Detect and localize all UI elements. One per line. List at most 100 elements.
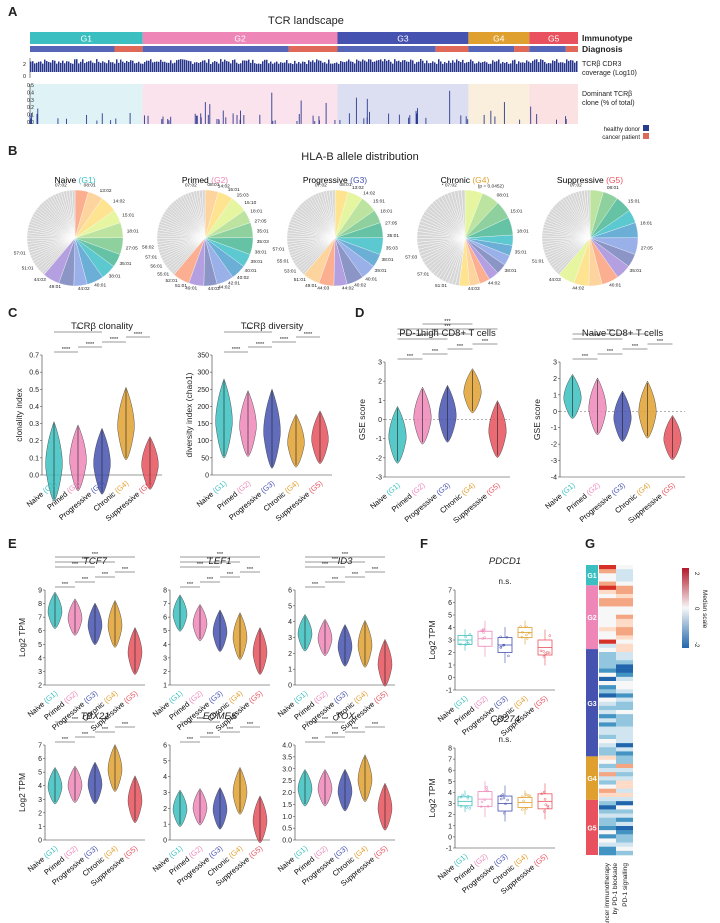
pie-label: * 07:02 — [442, 183, 458, 189]
data-point — [482, 628, 485, 631]
heatmap-cell — [599, 705, 616, 711]
sig-label: *** — [322, 562, 329, 568]
pie-slice-other — [71, 189, 76, 239]
coverage-bar — [130, 60, 132, 72]
heatmap-cell — [599, 652, 616, 657]
plot-title: ID3 — [338, 556, 354, 567]
coverage-bar — [496, 61, 498, 72]
tick-label: 0 — [163, 838, 167, 845]
coverage-bar — [264, 59, 266, 72]
coverage-bar — [294, 60, 296, 72]
tick-label: 0.5 — [29, 387, 39, 394]
coverage-bar — [122, 61, 124, 72]
coverage-bar — [360, 61, 362, 72]
tick-label: 0.0 — [29, 473, 39, 480]
coverage-bar — [552, 60, 554, 72]
heatmap-cell — [599, 668, 616, 674]
coverage-bar — [358, 60, 360, 72]
coverage-bar — [100, 62, 102, 72]
coverage-bar — [428, 63, 430, 72]
tick-label: 1 — [553, 392, 557, 399]
heatmap-cell — [616, 606, 633, 611]
coverage-bar — [192, 63, 194, 72]
coverage-bar — [462, 59, 464, 72]
pie-label: 13:02 — [100, 188, 112, 194]
coverage-bar — [262, 61, 264, 72]
tick-label: 1 — [448, 663, 452, 670]
coverage-bar — [266, 59, 268, 72]
heatmap-cell — [616, 598, 633, 603]
coverage-bar — [198, 62, 200, 72]
heatmap-cell — [599, 826, 616, 831]
heatmap-cell — [599, 697, 616, 703]
heatmap-cell — [599, 610, 616, 616]
sig-label: *** — [82, 557, 89, 563]
y-label: Log2 TPM — [427, 620, 437, 659]
heatmap-cell — [599, 701, 616, 707]
plot-title: Naive CD8+ T cells — [582, 328, 663, 339]
pie-label: 38:01 — [505, 268, 517, 274]
coverage-bar — [148, 60, 150, 72]
pie-slice-other — [331, 189, 336, 239]
heatmap-cell — [599, 714, 616, 719]
sig-label: *** — [82, 577, 89, 583]
data-point — [503, 811, 506, 815]
coverage-bar — [448, 60, 450, 72]
coverage-bar — [86, 61, 88, 72]
coverage-bar — [380, 59, 382, 72]
pie-label: 15:01 — [228, 187, 240, 193]
coverage-bar — [134, 63, 136, 72]
coverage-bar — [340, 60, 342, 72]
coverage-bar — [176, 60, 178, 72]
tick-label: 0.0 — [282, 838, 292, 845]
data-point — [466, 794, 470, 798]
heatmap-cell — [599, 797, 616, 802]
heatmap-cell — [616, 821, 633, 827]
plot-title: TCRβ diversity — [241, 321, 304, 332]
data-point — [525, 633, 528, 637]
pie-label: 44:03 — [468, 286, 480, 292]
sig-label: *** — [312, 582, 319, 588]
coverage-bar — [472, 61, 474, 72]
tick-label: 2.5 — [282, 778, 292, 785]
data-point — [506, 798, 509, 802]
coverage-bar — [298, 61, 300, 72]
tick-label: 6 — [448, 768, 452, 775]
y-label: clonality index — [14, 388, 24, 442]
coverage-bar — [82, 59, 84, 72]
tick-label: 3 — [448, 638, 452, 645]
heatmap-cell — [599, 718, 616, 723]
coverage-bar — [440, 61, 442, 72]
coverage-bar — [384, 59, 386, 72]
heatmap-cell — [599, 635, 616, 640]
coverage-bar — [188, 60, 190, 72]
coverage-bar — [404, 60, 406, 72]
heatmap-cell — [599, 598, 616, 603]
coverage-bar — [534, 59, 536, 72]
heatmap-cell — [599, 627, 616, 632]
coverage-bar — [476, 63, 478, 72]
coverage-bar — [38, 61, 40, 72]
coverage-bar — [78, 63, 80, 72]
heatmap-cell — [616, 631, 633, 636]
data-point — [527, 794, 530, 797]
coverage-bar — [348, 59, 350, 72]
tick-label: 6 — [288, 588, 292, 595]
sig-label: *** — [632, 344, 639, 350]
heatmap-cell — [599, 813, 616, 819]
coverage-label-2: coverage (Log10) — [582, 70, 637, 77]
coverage-bar — [574, 62, 576, 72]
dominant-bg — [142, 84, 338, 124]
tick-label: -3 — [551, 458, 557, 465]
pie-label: 51:01 — [22, 265, 34, 271]
tick-label: 5 — [448, 779, 452, 786]
coverage-bar — [382, 61, 384, 72]
tick-label: 1 — [38, 824, 42, 831]
pie-label: 57:01 — [14, 251, 26, 257]
heatmap-cell — [616, 747, 633, 752]
heatmap-cell — [599, 755, 616, 761]
tick-label: 7 — [38, 615, 42, 622]
heatmap-cell — [616, 759, 633, 765]
data-point — [459, 795, 463, 799]
